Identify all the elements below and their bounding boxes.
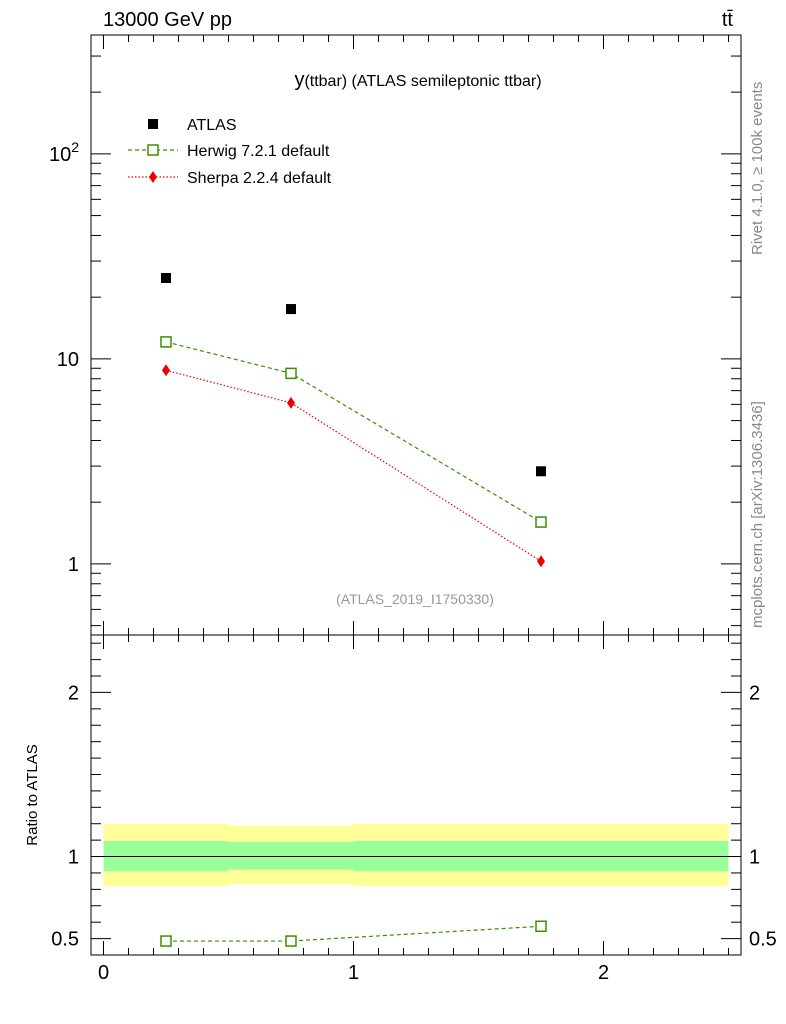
ratio-y-tick-label-right: 1 xyxy=(749,847,760,869)
chart-title-main: y xyxy=(294,69,304,91)
main-y-tick-label: 1 xyxy=(68,554,79,576)
ratio-point-herwig xyxy=(285,935,297,947)
ratio-point-herwig xyxy=(535,920,547,933)
ratio-x-tick-label: 1 xyxy=(348,962,359,984)
ratio-y-tick-label-left: 1 xyxy=(68,847,79,869)
legend-entry-herwig: Herwig 7.2.1 default xyxy=(128,143,330,160)
legend: ATLAS Herwig 7.2.1 default Sherpa 2.2.4 … xyxy=(128,117,332,187)
legend-herwig-marker xyxy=(147,144,159,156)
data-point-herwig xyxy=(160,336,172,348)
ratio-series xyxy=(160,920,547,947)
energy-label: 13000 GeV pp xyxy=(103,9,232,31)
series-herwig xyxy=(160,336,547,528)
ratio-y-tick-label-right: 0.5 xyxy=(749,929,777,951)
data-point-sherpa xyxy=(287,396,295,409)
legend-sherpa-marker xyxy=(149,171,157,183)
legend-herwig-label: Herwig 7.2.1 default xyxy=(187,143,330,160)
legend-sherpa-label: Sherpa 2.2.4 default xyxy=(187,170,332,187)
series-line-herwig xyxy=(165,341,542,523)
chart-title-rest: (ttbar) (ATLAS semileptonic ttbar) xyxy=(304,73,541,90)
chart-title: y(ttbar) (ATLAS semileptonic ttbar) xyxy=(294,69,541,91)
source-label: mcplots.cern.ch [arXiv:1306.3436] xyxy=(749,401,766,628)
data-point-sherpa xyxy=(162,364,170,377)
ratio-x-tick-labels: 0 1 2 xyxy=(98,962,609,984)
ratio-band-inner xyxy=(228,841,354,870)
ratio-y-tick-label-left: 0.5 xyxy=(51,929,79,951)
data-point-atlas xyxy=(161,273,171,284)
ratio-series-herwig xyxy=(160,920,547,947)
legend-atlas-marker xyxy=(148,119,158,129)
ratio-line-herwig xyxy=(166,925,542,942)
data-point-herwig xyxy=(285,367,297,380)
ratio-bands xyxy=(103,823,729,887)
ratio-axis-ticks xyxy=(91,635,741,956)
ratio-x-tick-label: 0 xyxy=(98,962,109,984)
ratio-y-tick-labels: 0.5 0.5 1 1 2 2 xyxy=(51,682,777,950)
series-atlas xyxy=(161,273,546,477)
ratio-y-tick-label-left: 2 xyxy=(68,682,79,704)
main-y-tick-label: 10 xyxy=(57,349,79,371)
series-sherpa xyxy=(162,364,545,568)
legend-atlas-label: ATLAS xyxy=(187,117,237,134)
data-point-herwig xyxy=(535,516,547,528)
series-line-sherpa xyxy=(165,369,542,562)
ratio-point-herwig xyxy=(160,935,172,947)
data-point-sherpa xyxy=(537,555,545,568)
ratio-plot-frame xyxy=(90,634,742,956)
main-y-tick-label: 102 xyxy=(49,139,79,166)
legend-entry-sherpa: Sherpa 2.2.4 default xyxy=(128,170,332,187)
process-label: tt̄ xyxy=(722,9,734,31)
data-point-atlas xyxy=(286,304,296,315)
data-point-atlas xyxy=(536,466,546,477)
rivet-label: Rivet 4.1.0, ≥ 100k events xyxy=(749,82,766,255)
legend-entry-atlas: ATLAS xyxy=(148,117,237,134)
analysis-label: (ATLAS_2019_I1750330) xyxy=(336,591,494,607)
main-panel: 1 10 102 y(ttbar) (ATLAS semileptonic ttba… xyxy=(49,34,742,636)
ratio-y-tick-label-right: 2 xyxy=(749,682,760,704)
main-y-tick-labels: 1 10 102 xyxy=(49,139,79,576)
ratio-y-axis-label: Ratio to ATLAS xyxy=(24,744,41,845)
ratio-x-tick-label: 2 xyxy=(598,962,609,984)
main-series xyxy=(160,273,547,568)
ratio-panel: 0.5 0.5 1 1 2 2 0 1 2 Ratio to ATLAS xyxy=(24,634,777,984)
main-axis-ticks xyxy=(91,35,741,635)
